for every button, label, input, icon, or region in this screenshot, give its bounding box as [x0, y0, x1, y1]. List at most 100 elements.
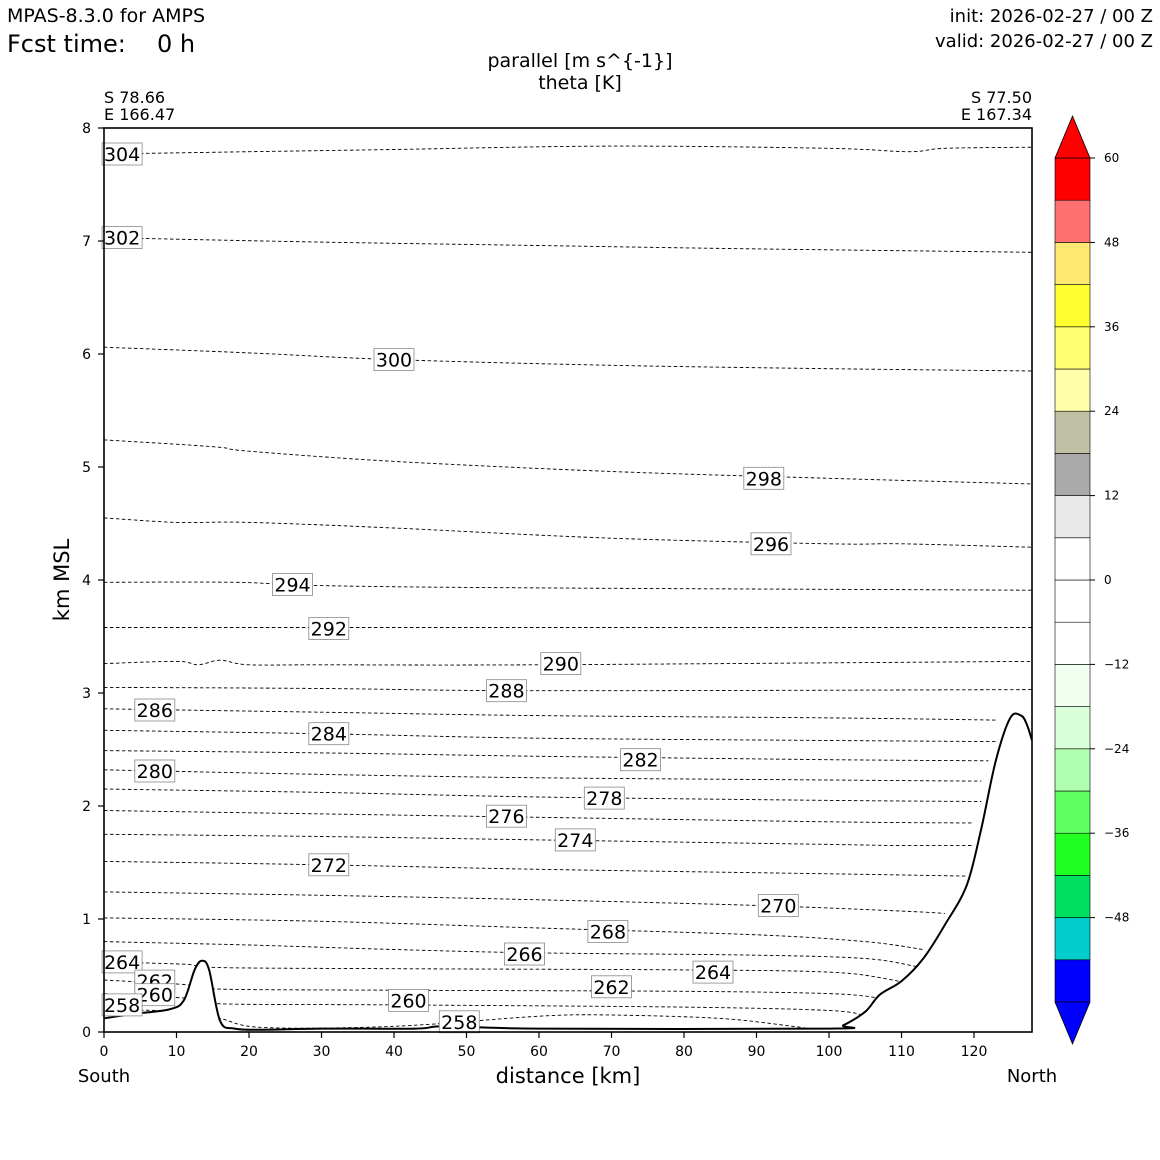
init-time: init: 2026-02-27 / 00 Z [950, 6, 1153, 27]
theta-contour-288 [104, 686, 1032, 692]
x-axis-label: distance [km] [496, 1064, 641, 1088]
contour-label-290: 290 [540, 652, 582, 676]
model-title: MPAS-8.3.0 for AMPS [7, 5, 205, 27]
contour-label-268: 268 [587, 920, 629, 943]
theta-contour-302 [104, 237, 1032, 253]
contour-label-text: 278 [586, 788, 622, 810]
contour-label-266: 266 [504, 942, 545, 966]
colorbar-tick-label: −36 [1104, 826, 1129, 840]
colorbar-segment [1054, 242, 1091, 285]
contour-label-282: 282 [620, 748, 661, 772]
contour-label-288: 288 [485, 679, 527, 703]
left-end-lon: E 166.47 [104, 105, 175, 124]
contour-label-text: 260 [390, 990, 426, 1012]
contour-label-272: 272 [308, 853, 350, 877]
contour-label-text: 264 [695, 962, 731, 984]
contour-label-text: 292 [311, 619, 347, 641]
theta-contour-278 [104, 788, 982, 802]
colorbar-segment [1054, 706, 1091, 750]
colorbar-segment [1054, 495, 1091, 539]
colorbar-over-arrow [1054, 114, 1091, 159]
contour-label-text: 290 [543, 654, 579, 676]
theta-contour-270 [104, 891, 946, 914]
colorbar-segment [1054, 368, 1091, 412]
contour-label-text: 276 [488, 806, 524, 828]
contour-label-304: 304 [101, 142, 143, 166]
plot-area [104, 128, 1032, 1032]
contour-label-text: 296 [753, 534, 789, 556]
x-tick-label: 90 [748, 1044, 766, 1060]
terrain-layer [104, 712, 1032, 1032]
right-end-lat: S 77.50 [971, 88, 1032, 107]
x-tick-label: 0 [100, 1044, 109, 1060]
x-tick-label: 110 [888, 1044, 915, 1060]
theta-contour-296 [104, 517, 1032, 548]
y-tick-label: 4 [82, 573, 91, 589]
x-tick-label: 80 [675, 1044, 693, 1060]
contour-label-286: 286 [134, 698, 176, 722]
x-tick-label: 60 [530, 1044, 548, 1060]
south-label: South [78, 1066, 130, 1087]
contour-label-270: 270 [757, 894, 799, 917]
contour-label-text: 264 [104, 952, 140, 974]
contour-label-260: 260 [134, 983, 176, 1007]
contour-label-274: 274 [554, 828, 596, 852]
contour-label-262: 262 [591, 975, 632, 999]
contour-label-280: 280 [134, 759, 176, 783]
colorbar-segment [1054, 157, 1091, 201]
colorbar-segment [1054, 537, 1091, 581]
x-tick-label: 120 [961, 1044, 988, 1060]
y-tick-label: 3 [82, 686, 91, 702]
colorbar-tick-label: 24 [1104, 404, 1119, 418]
x-tick-label: 10 [168, 1044, 186, 1060]
contour-label-text: 282 [622, 750, 658, 772]
y-tick-label: 5 [82, 460, 91, 476]
contour-label-text: 286 [137, 700, 173, 722]
valid-time: valid: 2026-02-27 / 00 Z [935, 31, 1153, 52]
theta-contour-290 [104, 659, 1032, 666]
theta-contour-276 [104, 810, 975, 824]
x-tick-label: 50 [458, 1044, 476, 1060]
theta-contour-284 [104, 729, 996, 743]
contour-label-text: 268 [590, 921, 626, 943]
colorbar-segment [1054, 410, 1091, 454]
colorbar-segment [1054, 748, 1091, 792]
north-label: North [1007, 1066, 1057, 1087]
colorbar-tick-label: 36 [1104, 320, 1119, 334]
theta-contour-286 [104, 708, 996, 721]
colorbar-segment [1054, 790, 1091, 834]
contour-label-text: 284 [311, 724, 347, 746]
x-tick-label: 30 [313, 1044, 331, 1060]
colorbar-segment [1054, 917, 1091, 961]
chart-title-wind: parallel [m s^{-1}] [487, 50, 672, 72]
contour-label-text: 304 [104, 144, 140, 166]
x-tick-label: 100 [816, 1044, 843, 1060]
contour-label-284: 284 [308, 722, 350, 746]
colorbar-tick-label: −24 [1104, 742, 1129, 756]
contour-label-278: 278 [583, 786, 625, 810]
theta-contour-268 [104, 917, 924, 950]
colorbar-segment [1054, 284, 1091, 328]
x-tick-label: 40 [385, 1044, 403, 1060]
contour-label-text: 294 [274, 575, 310, 597]
y-tick-label: 6 [82, 347, 91, 363]
contour-label-text: 258 [441, 1012, 477, 1034]
forecast-time-value: 0 h [157, 30, 195, 58]
colorbar-segment [1054, 664, 1091, 707]
theta-contour-280 [104, 769, 982, 782]
contour-label-258: 258 [438, 1010, 480, 1034]
colorbar-segment [1054, 199, 1091, 243]
contour-label-text: 262 [593, 977, 629, 999]
terrain-fill [104, 713, 1032, 1032]
colorbar-segment [1054, 453, 1091, 496]
contour-label-text: 298 [746, 468, 782, 490]
contour-label-text: 280 [137, 761, 173, 783]
colorbar-tick-label: 48 [1104, 235, 1119, 249]
y-tick-label: 2 [82, 799, 91, 815]
contour-label-276: 276 [485, 804, 527, 828]
contour-label-264: 264 [101, 950, 143, 974]
colorbar-tick-label: −48 [1104, 911, 1129, 925]
contour-label-text: 288 [488, 681, 524, 703]
contour-label-text: 300 [376, 350, 412, 372]
